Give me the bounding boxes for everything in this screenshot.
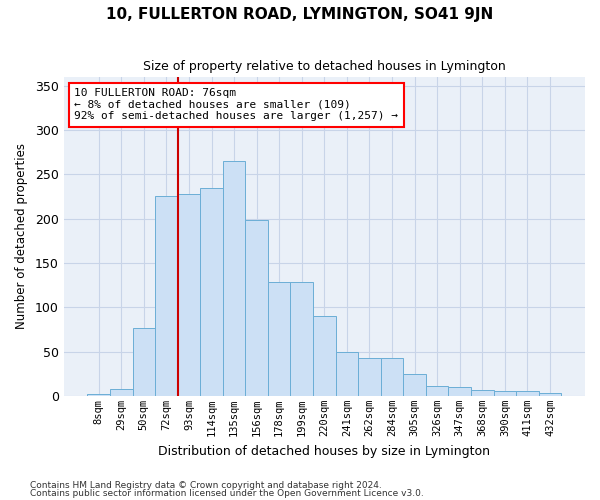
Text: 10, FULLERTON ROAD, LYMINGTON, SO41 9JN: 10, FULLERTON ROAD, LYMINGTON, SO41 9JN: [106, 8, 494, 22]
Bar: [403, 374, 426, 396]
Bar: [268, 282, 290, 396]
Bar: [200, 188, 223, 396]
Text: Contains HM Land Registry data © Crown copyright and database right 2024.: Contains HM Land Registry data © Crown c…: [30, 480, 382, 490]
Bar: [335, 352, 358, 396]
Bar: [290, 282, 313, 396]
Bar: [381, 358, 403, 396]
Bar: [358, 358, 381, 396]
Bar: [88, 394, 110, 396]
Bar: [516, 392, 539, 396]
Text: Contains public sector information licensed under the Open Government Licence v3: Contains public sector information licen…: [30, 489, 424, 498]
Bar: [178, 194, 200, 396]
Bar: [110, 389, 133, 396]
Bar: [539, 393, 562, 396]
Bar: [133, 328, 155, 396]
Bar: [313, 316, 335, 396]
Title: Size of property relative to detached houses in Lymington: Size of property relative to detached ho…: [143, 60, 506, 73]
Bar: [223, 161, 245, 396]
X-axis label: Distribution of detached houses by size in Lymington: Distribution of detached houses by size …: [158, 444, 490, 458]
Bar: [494, 392, 516, 396]
Bar: [471, 390, 494, 396]
Bar: [155, 196, 178, 396]
Bar: [245, 220, 268, 396]
Y-axis label: Number of detached properties: Number of detached properties: [15, 144, 28, 330]
Bar: [448, 387, 471, 396]
Text: 10 FULLERTON ROAD: 76sqm
← 8% of detached houses are smaller (109)
92% of semi-d: 10 FULLERTON ROAD: 76sqm ← 8% of detache…: [74, 88, 398, 122]
Bar: [426, 386, 448, 396]
